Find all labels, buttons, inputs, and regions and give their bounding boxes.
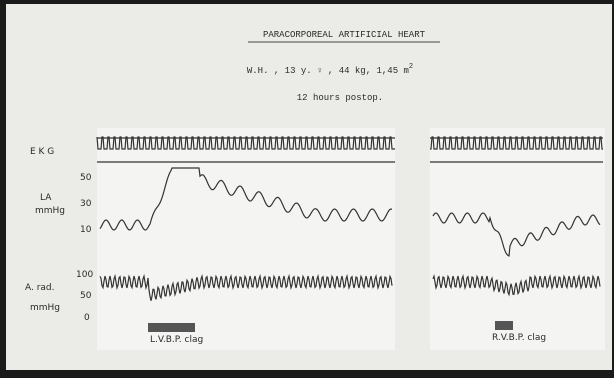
figure: PARACORPOREAL ARTIFICIAL HEART W.H. , 13… — [0, 0, 614, 378]
patient-text: W.H. , 13 y. ♀ , 44 kg, 1,45 m — [247, 66, 409, 76]
time: 12 hours postop. — [297, 93, 383, 103]
la-tick: 10 — [80, 225, 92, 235]
panel-right — [430, 128, 605, 350]
marker-label: R.V.B.P. clag — [492, 333, 546, 343]
arad-tick: 100 — [76, 270, 93, 280]
arad-label: A. rad. — [25, 283, 55, 293]
la-unit: mmHg — [35, 206, 65, 216]
arad-tick: 0 — [84, 313, 90, 323]
la-tick: 50 — [80, 173, 92, 183]
ekg-label: E K G — [30, 147, 54, 157]
arad-tick: 50 — [80, 291, 92, 301]
la-label: LA — [40, 193, 52, 203]
patient-sup: 2 — [409, 63, 413, 71]
marker-label: L.V.B.P. clag — [150, 335, 203, 345]
panel-left — [97, 128, 395, 350]
marker-bar — [495, 321, 513, 330]
la-tick: 30 — [80, 199, 92, 209]
title: PARACORPOREAL ARTIFICIAL HEART — [263, 30, 426, 40]
arad-unit: mmHg — [30, 303, 60, 313]
page: {"header": {"title": "PARACORPOREAL ARTI… — [0, 0, 614, 378]
marker-bar — [148, 323, 195, 332]
